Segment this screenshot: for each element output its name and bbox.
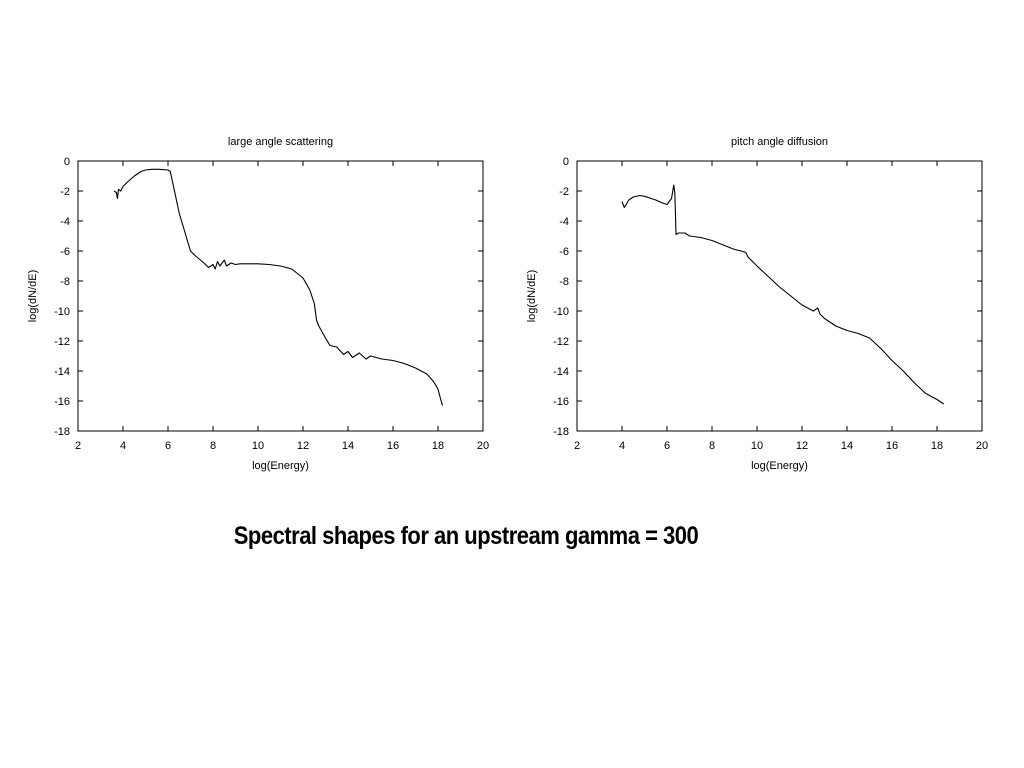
- y-tick-label: 0: [563, 156, 569, 168]
- x-tick-label: 2: [75, 440, 81, 452]
- x-tick-label: 6: [165, 440, 171, 452]
- y-tick-label: -2: [60, 186, 70, 198]
- x-axis-label: log(Energy): [751, 460, 808, 472]
- plot-frame: [77, 160, 484, 432]
- x-tick-label: 18: [931, 440, 943, 452]
- figure-caption: Spectral shapes for an upstream gamma = …: [233, 521, 699, 550]
- x-tick-label: 14: [841, 440, 853, 452]
- y-axis-label: log(dN/dE): [27, 270, 39, 323]
- y-tick-label: -10: [54, 306, 70, 318]
- chart-pitch-angle-diffusion: 2 4 6 8 10 12 14 16 18 20 0 -2 -4 -6 -8 -10 -12 -14 -16 -18…: [526, 136, 988, 472]
- x-tick-label: 14: [342, 440, 354, 452]
- y-tick-label: -6: [60, 246, 70, 258]
- x-tick-label: 8: [709, 440, 715, 452]
- y-tick-label: -16: [54, 396, 70, 408]
- chart-title: pitch angle diffusion: [731, 136, 828, 148]
- y-axis-label: log(dN/dE): [526, 270, 538, 323]
- series-line: [621, 184, 945, 405]
- y-tick-label: -18: [54, 426, 70, 438]
- x-tick-label: 12: [297, 440, 309, 452]
- y-tick-label: -4: [60, 216, 70, 228]
- x-axis-label: log(Energy): [252, 460, 309, 472]
- y-tick-label: -16: [553, 396, 569, 408]
- x-tick-label: 16: [886, 440, 898, 452]
- x-tick-label: 6: [664, 440, 670, 452]
- y-tick-label: -4: [559, 216, 569, 228]
- y-tick-label: -14: [54, 366, 70, 378]
- y-tick-label: -6: [559, 246, 569, 258]
- x-tick-label: 2: [574, 440, 580, 452]
- series-line: [113, 168, 444, 406]
- x-tick-label: 4: [619, 440, 625, 452]
- y-tick-label: -10: [553, 306, 569, 318]
- x-tick-label: 8: [210, 440, 216, 452]
- x-tick-label: 4: [120, 440, 126, 452]
- y-tick-label: -8: [60, 276, 70, 288]
- x-tick-label: 20: [477, 440, 489, 452]
- y-tick-label: -2: [559, 186, 569, 198]
- chart-large-angle-scattering: 2 4 6 8 10 12 14 16 18 20 0 -2 -4 -6 -8 -10 -12 -14 -16 -18…: [27, 136, 489, 472]
- x-tick-label: 10: [252, 440, 264, 452]
- y-tick-label: -14: [553, 366, 569, 378]
- y-tick-label: 0: [64, 156, 70, 168]
- y-tick-label: -12: [54, 336, 70, 348]
- x-tick-label: 10: [751, 440, 763, 452]
- chart-title: large angle scattering: [228, 136, 333, 148]
- x-tick-label: 16: [387, 440, 399, 452]
- x-tick-label: 18: [432, 440, 444, 452]
- y-tick-label: -12: [553, 336, 569, 348]
- plot-frame: [576, 160, 983, 432]
- x-tick-label: 20: [976, 440, 988, 452]
- y-tick-label: -18: [553, 426, 569, 438]
- x-tick-label: 12: [796, 440, 808, 452]
- y-tick-label: -8: [559, 276, 569, 288]
